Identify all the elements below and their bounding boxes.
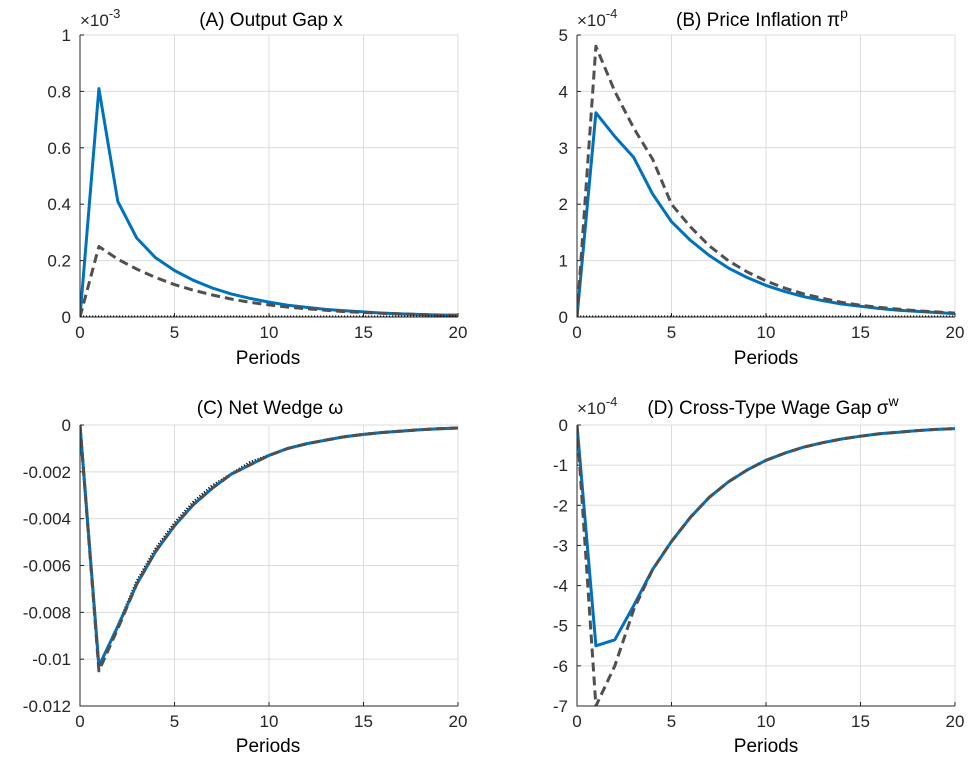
panel-a-xtick-label: 10 xyxy=(260,323,279,342)
panel-a-xtick-label: 15 xyxy=(354,323,373,342)
panel-b-xtick-label: 5 xyxy=(667,323,676,342)
panel-c-ytick-label: 0 xyxy=(62,416,71,435)
panel-d-exponent: ×10-4 xyxy=(577,394,617,418)
panel-c-ytick-label: -0.004 xyxy=(23,510,71,529)
panel-c-xlabel: Periods xyxy=(236,736,300,757)
panel-a-xtick-label: 20 xyxy=(449,323,468,342)
panel-a-ytick-label: 0.2 xyxy=(47,252,71,271)
panel-b: 0 5 10 15 20 0 1 2 3 4 5 (B) Price Inflation πp ×1… xyxy=(559,5,965,369)
panel-d-title: (D) Cross-Type Wage Gap σw xyxy=(647,393,899,419)
panel-d-xtick-label: 5 xyxy=(667,712,676,731)
panel-c-ytick-label: -0.006 xyxy=(23,557,71,576)
panel-a-plot: 0 5 10 15 20 0 0.2 0.4 0.6 0.8 1 xyxy=(47,26,467,342)
panel-d-ytick-label: -4 xyxy=(553,577,568,596)
panel-b-series-group xyxy=(577,44,955,317)
panel-c-xtick-label: 15 xyxy=(354,712,373,731)
panel-b-series-solid xyxy=(577,111,955,317)
panel-a-series-dashed xyxy=(80,245,458,317)
panel-b-ytick-label: 1 xyxy=(559,252,568,271)
panel-c-series-group xyxy=(80,425,458,673)
panel-a-ytick-label: 0 xyxy=(62,308,71,327)
panel-d-plot: 0 5 10 15 20 -7 -6 -5 -4 -3 -2 -1 0 xyxy=(553,416,965,731)
panel-d-xtick-label: 10 xyxy=(757,712,776,731)
panel-d-series-dashed xyxy=(577,425,955,706)
panel-d-ytick-label: -2 xyxy=(553,496,568,515)
panel-c-axes xyxy=(79,425,458,707)
panel-a-xlabel: Periods xyxy=(236,348,300,369)
panel-b-ytick-label: 5 xyxy=(559,26,568,45)
panel-d-xtick-label: 20 xyxy=(946,712,965,731)
panel-d-axes xyxy=(576,425,955,707)
panel-c-title: (C) Net Wedge ω xyxy=(197,398,344,419)
panel-d-ytick-label: -6 xyxy=(553,657,568,676)
panel-c-series-dashed xyxy=(80,425,458,673)
panel-c: 0 5 10 15 20 -0.012 -0.01 -0.008 -0.006 -0.004 -0.… xyxy=(23,398,468,757)
panel-c-ytick-label: -0.002 xyxy=(23,463,71,482)
panel-d-xtick-label: 0 xyxy=(572,712,581,731)
panel-a-xtick-label: 0 xyxy=(75,323,84,342)
panel-d-ytick-label: -7 xyxy=(553,697,568,716)
panel-b-ytick-label: 0 xyxy=(559,308,568,327)
panel-d-xlabel: Periods xyxy=(734,736,798,757)
panel-c-ytick-label: -0.012 xyxy=(23,697,71,716)
panel-b-xtick-label: 10 xyxy=(757,323,776,342)
panel-c-xtick-label: 5 xyxy=(170,712,179,731)
panel-b-ytick-label: 4 xyxy=(559,82,568,101)
panel-a-axes xyxy=(79,35,458,318)
panel-a-exponent: ×10-3 xyxy=(80,6,120,30)
panel-b-xtick-label: 20 xyxy=(946,323,965,342)
panel-a-ytick-label: 0.6 xyxy=(47,139,71,158)
panel-c-xtick-label: 10 xyxy=(260,712,279,731)
panel-b-title: (B) Price Inflation πp xyxy=(676,5,848,31)
panel-d-ytick-label: 0 xyxy=(559,416,568,435)
panel-c-ytick-label: -0.008 xyxy=(23,603,71,622)
panel-c-xtick-label: 20 xyxy=(449,712,468,731)
panel-d-series-group xyxy=(577,425,955,706)
panel-d: 0 5 10 15 20 -7 -6 -5 -4 -3 -2 -1 0 ×10-4 (D) Cross-… xyxy=(553,393,965,757)
panel-b-ytick-label: 3 xyxy=(559,139,568,158)
panel-b-plot: 0 5 10 15 20 0 1 2 3 4 5 xyxy=(559,26,965,342)
panel-c-ytick-label: -0.01 xyxy=(32,650,71,669)
panel-d-xtick-label: 15 xyxy=(851,712,870,731)
panel-a-ytick-label: 0.4 xyxy=(47,195,71,214)
panel-c-plot: 0 5 10 15 20 -0.012 -0.01 -0.008 -0.006 -0.004 -0.… xyxy=(23,416,468,731)
panel-a-series-group xyxy=(80,87,458,317)
panel-a-xtick-label: 5 xyxy=(170,323,179,342)
panel-d-ytick-label: -3 xyxy=(553,536,568,555)
panel-a-title: (A) Output Gap x xyxy=(199,10,343,31)
panel-a-ytick-label: 0.8 xyxy=(47,82,71,101)
panel-b-ytick-label: 2 xyxy=(559,195,568,214)
panel-b-xlabel: Periods xyxy=(734,348,798,369)
panel-a-ytick-label: 1 xyxy=(62,26,71,45)
panel-c-xtick-label: 0 xyxy=(75,712,84,731)
panel-b-axes xyxy=(576,35,955,318)
panel-d-ytick-label: -1 xyxy=(553,456,568,475)
panel-b-xtick-label: 15 xyxy=(851,323,870,342)
panel-b-xtick-label: 0 xyxy=(572,323,581,342)
panel-b-exponent: ×10-4 xyxy=(577,6,617,30)
panel-d-ytick-label: -5 xyxy=(553,617,568,636)
